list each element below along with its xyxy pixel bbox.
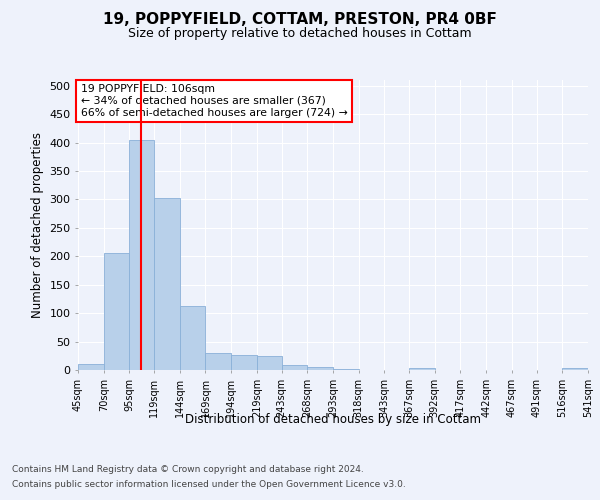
Y-axis label: Number of detached properties: Number of detached properties <box>31 132 44 318</box>
Bar <box>180 306 205 370</box>
Bar <box>409 368 435 370</box>
Text: 19 POPPYFIELD: 106sqm
← 34% of detached houses are smaller (367)
66% of semi-det: 19 POPPYFIELD: 106sqm ← 34% of detached … <box>80 84 347 117</box>
Text: Contains public sector information licensed under the Open Government Licence v3: Contains public sector information licen… <box>12 480 406 489</box>
Bar <box>205 353 231 370</box>
Bar <box>333 369 359 370</box>
Bar <box>154 198 180 370</box>
Bar <box>281 366 307 370</box>
Bar <box>104 254 130 370</box>
Bar <box>307 366 333 370</box>
Text: Size of property relative to detached houses in Cottam: Size of property relative to detached ho… <box>128 28 472 40</box>
Bar <box>257 356 281 370</box>
Text: Contains HM Land Registry data © Crown copyright and database right 2024.: Contains HM Land Registry data © Crown c… <box>12 465 364 474</box>
Bar <box>562 368 588 370</box>
Bar <box>130 140 154 370</box>
Text: 19, POPPYFIELD, COTTAM, PRESTON, PR4 0BF: 19, POPPYFIELD, COTTAM, PRESTON, PR4 0BF <box>103 12 497 28</box>
Bar <box>78 364 104 370</box>
Text: Distribution of detached houses by size in Cottam: Distribution of detached houses by size … <box>185 412 481 426</box>
Bar <box>231 354 257 370</box>
